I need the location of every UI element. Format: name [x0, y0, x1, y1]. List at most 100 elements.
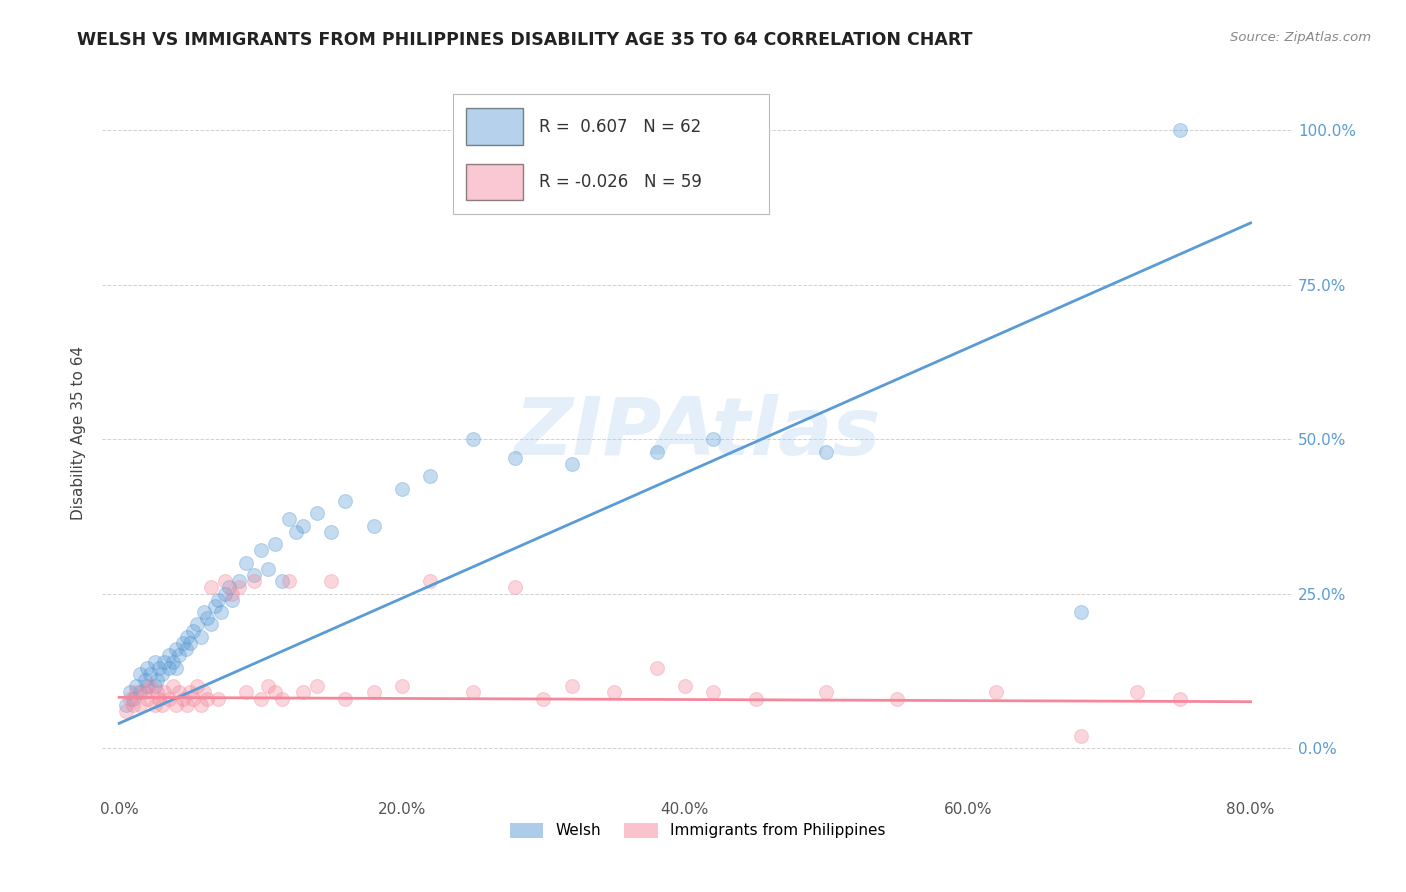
Point	[129, 698, 152, 712]
Point	[673, 679, 696, 693]
Point	[179, 685, 201, 699]
Point	[218, 581, 240, 595]
Point	[321, 574, 343, 589]
Point	[204, 599, 226, 613]
Point	[179, 636, 201, 650]
Point	[136, 679, 159, 693]
Point	[228, 581, 250, 595]
Point	[195, 611, 218, 625]
Point	[193, 685, 215, 699]
Point	[136, 691, 159, 706]
Point	[153, 655, 176, 669]
Point	[143, 679, 166, 693]
Point	[702, 685, 724, 699]
Point	[1126, 685, 1149, 699]
Point	[176, 698, 198, 712]
Point	[391, 679, 413, 693]
Point	[139, 679, 162, 693]
Point	[603, 685, 626, 699]
Point	[277, 512, 299, 526]
Point	[292, 518, 315, 533]
Point	[186, 617, 208, 632]
Point	[307, 679, 329, 693]
Point	[284, 524, 307, 539]
Point	[533, 691, 555, 706]
Point	[150, 666, 173, 681]
Point	[292, 685, 315, 699]
Point	[503, 581, 526, 595]
Point	[419, 574, 441, 589]
Point	[120, 685, 142, 699]
Point	[143, 655, 166, 669]
Point	[200, 617, 222, 632]
Point	[419, 469, 441, 483]
Point	[221, 586, 243, 600]
Point	[165, 698, 187, 712]
Point	[270, 574, 292, 589]
Text: ZIPAtlas: ZIPAtlas	[515, 394, 880, 472]
Point	[157, 691, 180, 706]
Point	[335, 691, 357, 706]
Point	[120, 691, 142, 706]
Point	[503, 450, 526, 465]
Point	[181, 691, 204, 706]
Point	[363, 685, 385, 699]
Point	[136, 661, 159, 675]
Point	[165, 661, 187, 675]
Point	[984, 685, 1007, 699]
Point	[235, 556, 257, 570]
Point	[200, 581, 222, 595]
Text: WELSH VS IMMIGRANTS FROM PHILIPPINES DISABILITY AGE 35 TO 64 CORRELATION CHART: WELSH VS IMMIGRANTS FROM PHILIPPINES DIS…	[77, 31, 973, 49]
Point	[167, 648, 190, 663]
Point	[391, 482, 413, 496]
Point	[242, 574, 264, 589]
Y-axis label: Disability Age 35 to 64: Disability Age 35 to 64	[72, 346, 86, 520]
Point	[153, 685, 176, 699]
Point	[263, 537, 285, 551]
Point	[214, 586, 236, 600]
Point	[207, 691, 229, 706]
Point	[125, 685, 148, 699]
Point	[461, 432, 484, 446]
Point	[235, 685, 257, 699]
Point	[129, 666, 152, 681]
Point	[122, 698, 145, 712]
Point	[165, 642, 187, 657]
Point	[148, 691, 170, 706]
Point	[561, 457, 583, 471]
Point	[645, 444, 668, 458]
Point	[143, 698, 166, 712]
Point	[172, 636, 194, 650]
Point	[157, 661, 180, 675]
Point	[146, 685, 169, 699]
Point	[307, 506, 329, 520]
Point	[190, 698, 212, 712]
Point	[122, 691, 145, 706]
Point	[461, 685, 484, 699]
Legend: Welsh, Immigrants from Philippines: Welsh, Immigrants from Philippines	[503, 817, 891, 845]
Point	[214, 574, 236, 589]
Point	[181, 624, 204, 638]
Point	[263, 685, 285, 699]
Point	[702, 432, 724, 446]
Point	[162, 655, 184, 669]
Point	[256, 679, 278, 693]
Point	[256, 562, 278, 576]
Point	[195, 691, 218, 706]
Point	[129, 685, 152, 699]
Point	[270, 691, 292, 706]
Point	[335, 494, 357, 508]
Point	[1070, 729, 1092, 743]
Point	[150, 698, 173, 712]
Point	[172, 691, 194, 706]
Point	[815, 444, 838, 458]
Text: Source: ZipAtlas.com: Source: ZipAtlas.com	[1230, 31, 1371, 45]
Point	[186, 679, 208, 693]
Point	[249, 543, 271, 558]
Point	[561, 679, 583, 693]
Point	[363, 518, 385, 533]
Point	[134, 673, 156, 687]
Point	[148, 661, 170, 675]
Point	[221, 592, 243, 607]
Point	[209, 605, 232, 619]
